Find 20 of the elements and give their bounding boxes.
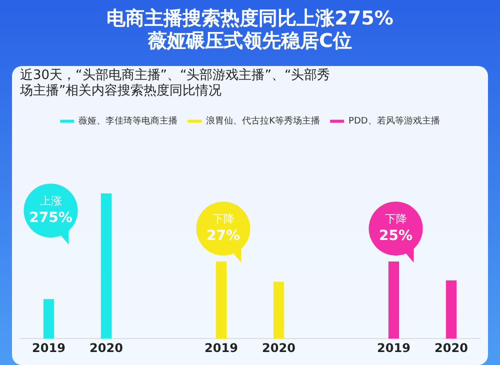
chart-title: 电商主播搜索热度同比上涨275% 薇娅碾压式领先稳居C位 bbox=[106, 7, 394, 52]
x-tick-label: 2020 bbox=[434, 340, 468, 355]
bar bbox=[100, 193, 112, 339]
legend-label: 浪胃仙、代古拉K等秀场主播 bbox=[206, 116, 320, 127]
chart-subtitle: 近30天，“头部电商主播”、“头部游戏主播”、“头部秀场主播”相关内容搜索热度同比情况 bbox=[19, 66, 330, 98]
x-tick-label: 2019 bbox=[204, 340, 238, 355]
annotation: 下降27% bbox=[206, 212, 240, 244]
x-tick-label: 2020 bbox=[90, 340, 123, 355]
x-tick-label: 2019 bbox=[32, 340, 66, 355]
bar bbox=[388, 261, 400, 339]
legend-label: PDD、若风等游戏主播 bbox=[348, 116, 440, 127]
annotation: 下降25% bbox=[378, 212, 413, 244]
annotation: 上涨275% bbox=[29, 194, 72, 226]
bar bbox=[446, 280, 457, 339]
bar bbox=[273, 282, 284, 339]
x-tick-label: 2019 bbox=[377, 340, 410, 355]
bar bbox=[216, 261, 227, 339]
legend-label: 薇娅、李佳琦等电商主播 bbox=[78, 116, 178, 127]
x-tick-label: 2020 bbox=[262, 340, 296, 355]
bar bbox=[43, 299, 54, 339]
